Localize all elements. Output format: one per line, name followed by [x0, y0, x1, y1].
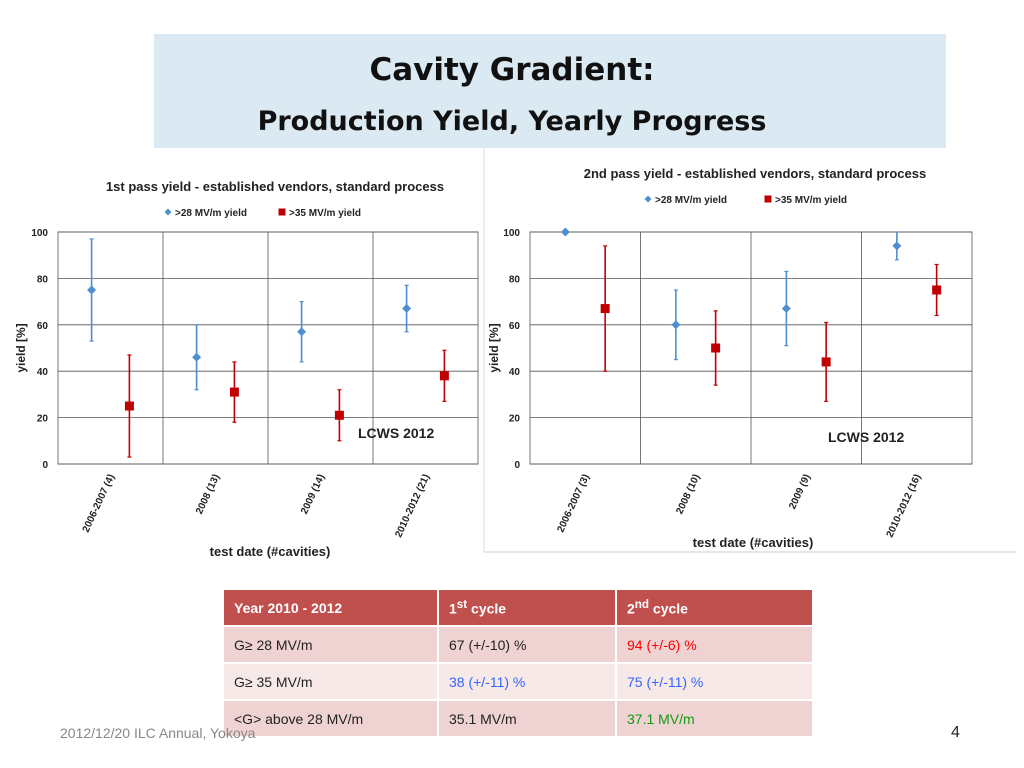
data-point-28 — [892, 241, 902, 251]
data-point-35 — [439, 371, 449, 381]
y-tick-label: 0 — [42, 460, 48, 471]
table-cell: G≥ 35 MV/m — [222, 662, 439, 701]
x-tick-label: 2008 (13) — [194, 473, 222, 516]
table-row: G≥ 28 MV/m 67 (+/-10) % 94 (+/-6) % — [222, 625, 814, 664]
data-point-35 — [821, 357, 831, 367]
y-tick-label: 40 — [37, 367, 49, 378]
y-tick-label: 80 — [509, 274, 521, 285]
header-cycle2-sup: nd — [634, 598, 650, 612]
y-axis-label: yield [%] — [14, 323, 28, 372]
title-box — [154, 34, 946, 148]
data-point-28 — [192, 352, 202, 362]
header-cycle2-label: cycle — [649, 600, 688, 617]
charts-canvas: 1st pass yield - established vendors, st… — [14, 148, 1016, 559]
y-tick-label: 40 — [509, 367, 521, 378]
table-header-row: Year 2010 - 2012 1st cycle 2nd cycle — [222, 588, 814, 627]
header-cycle2-num: 2 — [627, 600, 635, 617]
table-header-cell: 1st cycle — [437, 588, 617, 627]
y-tick-label: 80 — [37, 274, 49, 285]
slide-title: Cavity Gradient: — [369, 52, 655, 88]
chart-annotation: LCWS 2012 — [358, 425, 434, 441]
table-cell: G≥ 28 MV/m — [222, 625, 439, 664]
table-cell: 75 (+/-11) % — [615, 662, 814, 701]
table-cell: 94 (+/-6) % — [615, 625, 814, 664]
x-tick-label: 2009 (9) — [787, 473, 813, 511]
legend-marker — [764, 195, 772, 203]
footer-text: 2012/12/20 ILC Annual, Yokoya — [60, 725, 256, 741]
table-row: <G> above 28 MV/m 35.1 MV/m 37.1 MV/m — [222, 699, 814, 738]
chart-annotation: LCWS 2012 — [828, 429, 904, 445]
x-tick-label: 2008 (10) — [674, 473, 702, 516]
summary-table: Year 2010 - 2012 1st cycle 2nd cycle G≥ … — [222, 588, 814, 738]
table-row: G≥ 35 MV/m 38 (+/-11) % 75 (+/-11) % — [222, 662, 814, 701]
legend-marker — [644, 195, 652, 203]
y-tick-label: 60 — [37, 321, 49, 332]
legend-label: >35 MV/m yield — [289, 208, 361, 219]
x-tick-label: 2010-2012 (21) — [393, 473, 432, 540]
data-point-35 — [124, 401, 134, 411]
legend-marker — [164, 208, 172, 216]
x-tick-label: 2006-2007 (4) — [81, 473, 118, 535]
data-point-35 — [229, 387, 239, 397]
header-year: Year 2010 - 2012 — [234, 599, 343, 616]
y-axis-label: yield [%] — [487, 323, 501, 372]
x-axis-label: test date (#cavities) — [693, 535, 814, 550]
y-tick-label: 100 — [31, 228, 48, 239]
legend-label: >28 MV/m yield — [655, 195, 727, 206]
data-point-35 — [334, 410, 344, 420]
header-cycle1-num: 1 — [449, 600, 457, 617]
data-point-35 — [600, 304, 610, 314]
table-cell: 35.1 MV/m — [437, 699, 617, 738]
chart-title: 2nd pass yield - established vendors, st… — [584, 166, 926, 181]
data-point-28 — [87, 285, 97, 295]
y-tick-label: 60 — [509, 321, 521, 332]
table-header-cell: 2nd cycle — [615, 588, 814, 627]
data-point-28 — [671, 320, 681, 330]
y-tick-label: 20 — [37, 414, 49, 425]
legend-label: >35 MV/m yield — [775, 195, 847, 206]
slide-subtitle: Production Yield, Yearly Progress — [257, 106, 767, 137]
header-cycle1-sup: st — [456, 598, 468, 612]
data-point-35 — [711, 343, 721, 353]
y-tick-label: 20 — [509, 414, 521, 425]
x-tick-label: 2010-2012 (16) — [885, 473, 924, 540]
legend-label: >28 MV/m yield — [175, 208, 247, 219]
table-cell: 67 (+/-10) % — [437, 625, 617, 664]
data-point-28 — [297, 327, 307, 337]
table-cell: <G> above 28 MV/m — [222, 699, 439, 738]
x-tick-label: 2009 (14) — [299, 473, 327, 516]
data-point-28 — [781, 304, 791, 314]
y-tick-label: 100 — [503, 228, 520, 239]
data-point-35 — [932, 285, 942, 295]
y-tick-label: 0 — [514, 460, 520, 471]
x-axis-label: test date (#cavities) — [210, 544, 331, 559]
table-header-cell: Year 2010 - 2012 — [222, 588, 439, 627]
data-point-28 — [402, 304, 412, 314]
table-cell: 37.1 MV/m — [615, 699, 814, 738]
table-cell: 38 (+/-11) % — [437, 662, 617, 701]
x-tick-label: 2006-2007 (3) — [555, 473, 592, 535]
header-cycle1-label: cycle — [467, 600, 507, 617]
chart-title: 1st pass yield - established vendors, st… — [106, 179, 444, 194]
page-number: 4 — [951, 724, 960, 741]
data-point-28 — [560, 227, 570, 237]
legend-marker — [278, 208, 286, 216]
